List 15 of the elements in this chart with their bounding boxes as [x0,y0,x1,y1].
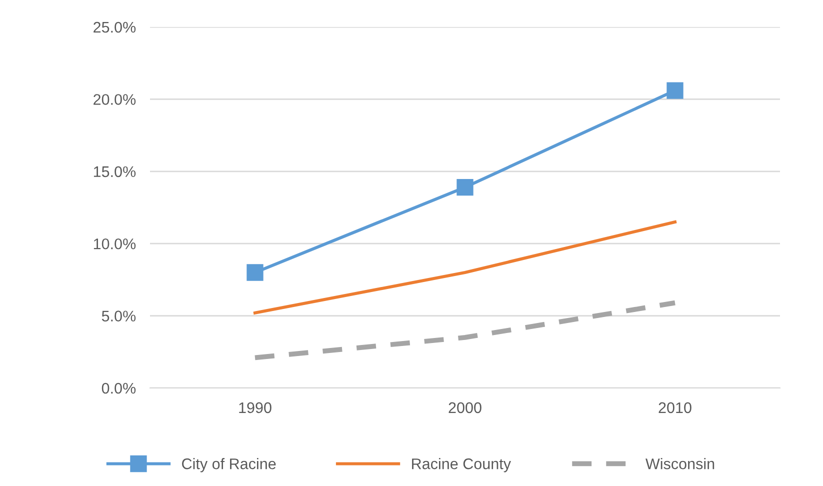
y-tick-label: 20.0% [94,94,136,105]
x-tick-label: 1990 [239,402,272,414]
point [666,82,684,99]
x-tick-label: 2000 [448,402,482,414]
x-tick-label: 2010 [658,402,692,414]
y-tick-label: 15.0% [94,166,136,178]
point [456,178,474,196]
point [246,264,264,281]
y-tick-label: 0.0% [102,382,136,394]
legend-label: Racine County [412,458,511,472]
legend-label: Wisconsin [646,458,714,470]
y-tick-label: 25.0% [94,22,136,33]
y-tick-label: 10.0% [94,238,136,250]
y-tick-label: 5.0% [102,310,136,322]
legend-label: City of Racine [182,458,276,472]
